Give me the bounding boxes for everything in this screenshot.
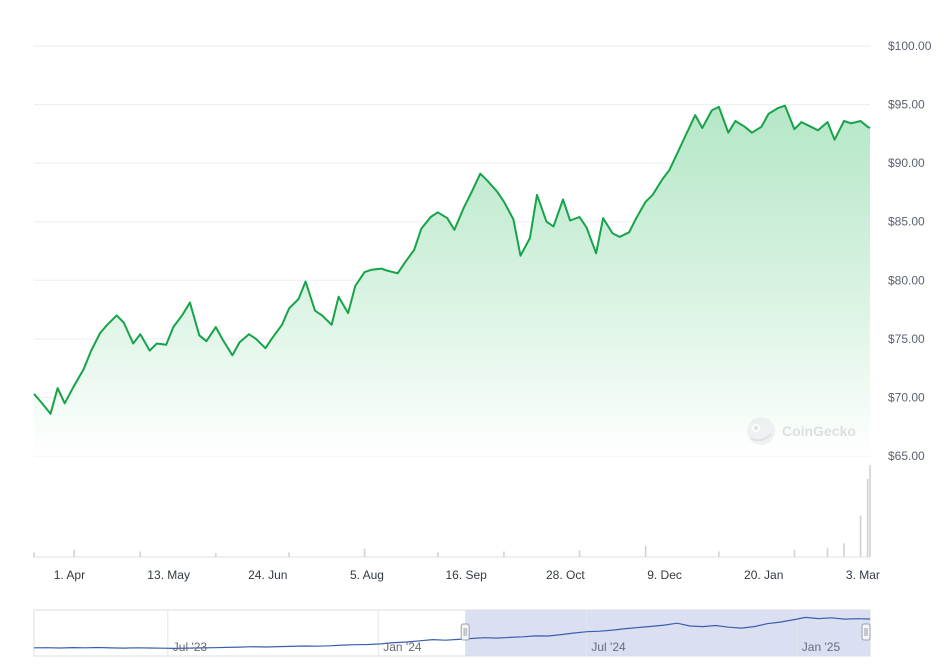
x-tick-label: 3. Mar	[846, 568, 880, 582]
volume-bar	[503, 551, 505, 557]
navigator-label: Jul '24	[591, 640, 626, 654]
y-tick-label: $90.00	[888, 156, 925, 170]
x-tick-label: 20. Jan	[744, 568, 783, 582]
volume-bar	[644, 545, 647, 557]
coingecko-logo: CoinGecko	[747, 417, 856, 445]
x-tick-label: 24. Jun	[248, 568, 287, 582]
navigator-label: Jan '25	[802, 640, 841, 654]
volume-bar	[826, 547, 829, 557]
volume-bar	[718, 551, 720, 557]
volume-bar	[33, 552, 35, 557]
handle-grip[interactable]	[460, 623, 470, 641]
x-tick-label: 9. Dec	[647, 568, 682, 582]
x-tick-label: 28. Oct	[546, 568, 585, 582]
y-tick-label: $95.00	[888, 98, 925, 112]
navigator-handle-left[interactable]	[460, 623, 470, 641]
y-tick-label: $85.00	[888, 215, 925, 229]
volume-bar	[843, 543, 845, 557]
y-tick-label: $80.00	[888, 273, 925, 287]
volume-bars	[33, 465, 871, 557]
volume-bar	[73, 549, 75, 557]
y-axis-labels: $100.00 $95.00 $90.00 $85.00 $80.00 $75.00 $70…	[888, 39, 932, 463]
y-tick-label: $75.00	[888, 332, 925, 346]
navigator-grid	[167, 610, 798, 656]
x-tick-label: 1. Apr	[54, 568, 85, 582]
y-tick-label: $65.00	[888, 449, 925, 463]
navigator-labels: Jul '23 Jan '24 Jul '24 Jan '25	[173, 640, 841, 654]
navigator-label: Jan '24	[383, 640, 422, 654]
x-tick-label: 13. May	[147, 568, 190, 582]
navigator[interactable]: Jul '23 Jan '24 Jul '24 Jan '25	[33, 609, 871, 657]
y-tick-label: $100.00	[888, 39, 932, 53]
x-axis-labels: 1. Apr 13. May 24. Jun 5. Aug 16. Sep 28. Oct…	[54, 568, 880, 582]
volume-bar	[139, 551, 142, 557]
x-tick-label: 16. Sep	[445, 568, 487, 582]
navigator-line	[33, 616, 871, 650]
handle-grip[interactable]	[861, 623, 871, 641]
x-tick-label: 5. Aug	[350, 568, 384, 582]
y-tick-label: $70.00	[888, 390, 925, 404]
volume-bar	[288, 552, 290, 557]
price-area-fill	[34, 105, 870, 456]
price-line	[33, 104, 871, 415]
volume-bar	[793, 549, 796, 557]
volume-bar	[215, 553, 217, 557]
volume-bar	[437, 552, 439, 557]
navigator-handle-right[interactable]	[861, 623, 871, 641]
volume-bar	[578, 550, 581, 557]
volume-bar	[363, 548, 366, 557]
volume-bar	[866, 478, 869, 557]
volume-bar	[859, 515, 862, 557]
volume-bar	[869, 465, 871, 557]
watermark-text: CoinGecko	[782, 423, 856, 439]
navigator-label: Jul '23	[173, 640, 208, 654]
